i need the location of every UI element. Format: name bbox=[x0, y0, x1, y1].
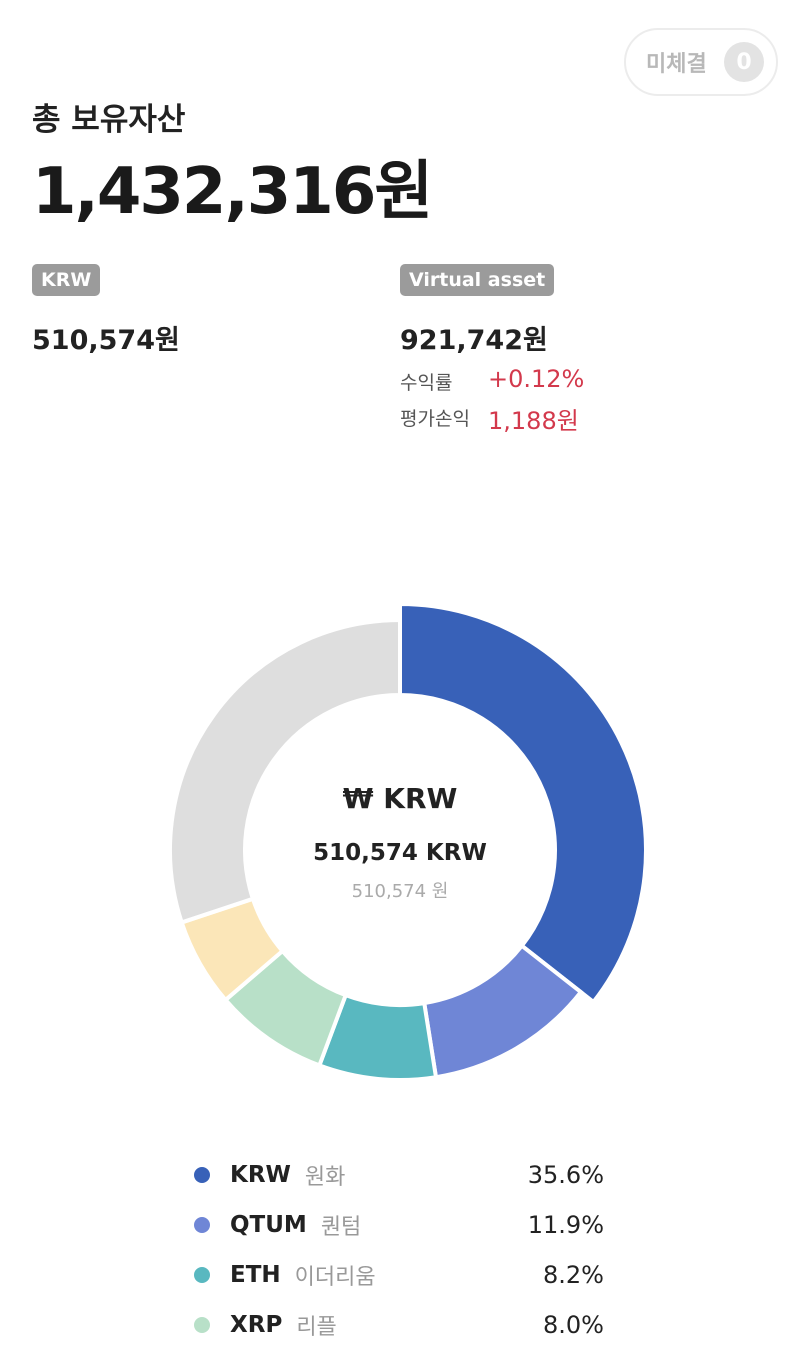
total-assets-amount: 1,432,316원 bbox=[32, 155, 433, 229]
allocation-legend: KRW 원화 35.6% QTUM 퀀텀 11.9% ETH 이더리움 8.2%… bbox=[190, 1150, 610, 1348]
donut-chart-svg bbox=[168, 601, 648, 1082]
legend-code: XRP bbox=[230, 1312, 283, 1338]
asset-allocation-donut bbox=[160, 600, 660, 1100]
donut-center-title: ₩ KRW bbox=[342, 782, 458, 815]
legend-dot-icon bbox=[194, 1317, 210, 1333]
profit-loss-label: 평가손익 bbox=[400, 408, 470, 430]
donut-segment-other-5[interactable] bbox=[168, 617, 402, 925]
donut-center-amount: 510,574 KRW bbox=[313, 840, 487, 866]
legend-code: QTUM bbox=[230, 1212, 307, 1238]
legend-percent: 35.6% bbox=[527, 1161, 604, 1189]
legend-code: KRW bbox=[230, 1162, 291, 1188]
legend-percent: 11.9% bbox=[527, 1211, 604, 1239]
legend-percent: 8.2% bbox=[543, 1261, 604, 1289]
donut-segment-krw[interactable] bbox=[398, 601, 648, 1005]
profit-loss-value: 1,188원 bbox=[488, 407, 579, 435]
return-rate-label: 수익률 bbox=[400, 372, 453, 394]
legend-percent: 8.0% bbox=[543, 1311, 604, 1339]
legend-item-xrp[interactable]: XRP 리플 8.0% bbox=[190, 1300, 610, 1348]
legend-dot-icon bbox=[194, 1267, 210, 1283]
legend-name: 원화 bbox=[304, 1165, 346, 1190]
legend-name: 리플 bbox=[296, 1315, 337, 1340]
virtual-asset-badge: Virtual asset bbox=[400, 264, 555, 296]
return-rate-value: +0.12% bbox=[488, 365, 585, 393]
legend-item-eth[interactable]: ETH 이더리움 8.2% bbox=[190, 1250, 610, 1300]
total-assets-title: 총 보유자산 bbox=[32, 102, 186, 138]
legend-code: ETH bbox=[230, 1262, 281, 1288]
donut-center-won: 510,574 원 bbox=[351, 881, 449, 902]
legend-item-krw[interactable]: KRW 원화 35.6% bbox=[190, 1150, 610, 1200]
pending-orders-count-badge: 0 bbox=[724, 42, 764, 82]
pending-orders-button[interactable]: 미체결 0 bbox=[624, 28, 778, 96]
legend-item-qtum[interactable]: QTUM 퀀텀 11.9% bbox=[190, 1200, 610, 1250]
legend-dot-icon bbox=[194, 1167, 210, 1183]
virtual-asset-balance: 921,742원 bbox=[400, 325, 548, 356]
krw-balance: 510,574원 bbox=[32, 325, 180, 356]
legend-dot-icon bbox=[194, 1217, 210, 1233]
legend-name: 퀀텀 bbox=[320, 1215, 362, 1240]
krw-badge: KRW bbox=[32, 264, 101, 296]
pending-orders-label: 미체결 bbox=[646, 52, 707, 77]
legend-name: 이더리움 bbox=[294, 1265, 376, 1290]
